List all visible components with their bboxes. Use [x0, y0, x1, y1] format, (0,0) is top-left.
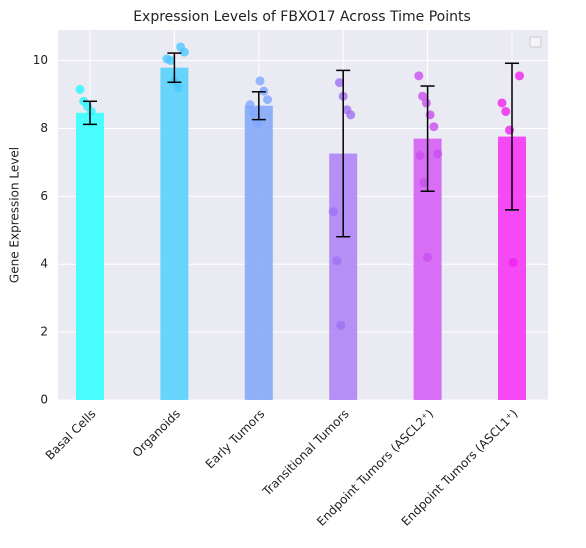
plot-area — [58, 30, 548, 400]
data-point — [501, 106, 511, 116]
data-point — [414, 71, 424, 81]
x-tick-label: Early Tumors — [203, 407, 268, 472]
data-point — [173, 83, 183, 93]
y-tick-label: 10 — [33, 53, 48, 67]
data-point — [179, 47, 189, 57]
data-point — [253, 118, 263, 128]
data-point — [515, 71, 524, 81]
x-tick-label: Basal Cells — [43, 407, 99, 463]
data-point — [328, 207, 338, 217]
y-axis-label: Gene Expression Level — [8, 147, 22, 283]
marks — [75, 42, 526, 401]
y-tick-label: 8 — [40, 121, 48, 135]
x-tick-label: Organoids — [130, 407, 183, 460]
bar — [244, 105, 273, 400]
data-point — [336, 320, 346, 330]
data-point — [334, 78, 344, 88]
data-point — [75, 84, 85, 94]
y-tick-label: 4 — [40, 257, 48, 271]
data-point — [429, 122, 439, 132]
y-tick-label: 2 — [40, 325, 48, 339]
data-point — [497, 98, 507, 108]
data-point — [433, 149, 443, 159]
data-point — [421, 98, 431, 108]
data-point — [423, 252, 433, 262]
data-point — [255, 76, 265, 86]
x-tick-label: Transitional Tumors — [259, 407, 352, 500]
data-point — [249, 108, 259, 118]
chart-title: Expression Levels of FBXO17 Across Time … — [133, 9, 471, 25]
data-point — [346, 110, 356, 120]
data-point — [332, 256, 342, 266]
data-point — [415, 151, 425, 161]
legend — [529, 36, 542, 48]
y-tick-label: 6 — [40, 189, 48, 203]
bar — [160, 67, 189, 401]
data-point — [245, 100, 255, 110]
y-tick-label: 0 — [40, 393, 48, 407]
data-point — [418, 91, 428, 101]
data-point — [419, 178, 429, 188]
data-point — [86, 106, 96, 116]
bar — [76, 112, 104, 401]
data-point — [263, 95, 273, 105]
data-point — [508, 258, 518, 268]
data-point — [166, 56, 176, 66]
